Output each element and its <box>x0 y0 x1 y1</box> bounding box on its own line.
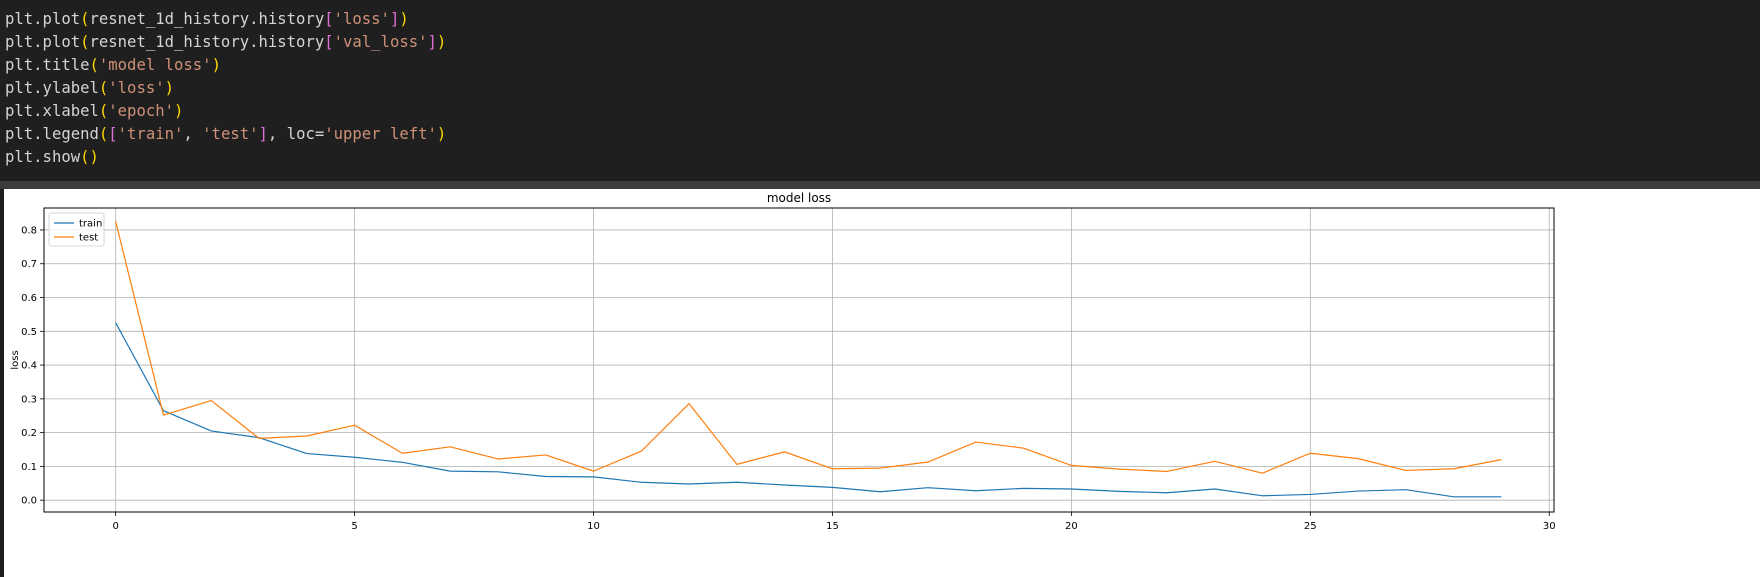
y-tick-label: 0.6 <box>21 293 37 304</box>
y-tick-label: 0.8 <box>21 225 37 236</box>
code-token: ) <box>174 102 183 120</box>
code-line[interactable]: plt.ylabel('loss') <box>5 77 446 100</box>
code-token: plt.xlabel <box>5 102 99 120</box>
code-token: ) <box>212 56 221 74</box>
code-token: ( <box>90 56 99 74</box>
code-token: ] <box>390 10 399 28</box>
code-token: ( <box>80 10 89 28</box>
y-tick-label: 0.5 <box>21 327 37 338</box>
code-token: 'loss' <box>334 10 390 28</box>
code-token: () <box>80 148 99 166</box>
y-axis-label: loss <box>10 350 21 369</box>
code-token: [ <box>108 125 117 143</box>
code-line[interactable]: plt.plot(resnet_1d_history.history['val_… <box>5 31 446 54</box>
y-tick-label: 0.4 <box>21 361 37 372</box>
code-token: ( <box>99 102 108 120</box>
code-token: plt.plot <box>5 33 80 51</box>
x-tick-label: 0 <box>112 521 118 532</box>
code-token: [ <box>324 33 333 51</box>
code-token: plt.legend <box>5 125 99 143</box>
code-token: 'test' <box>202 125 258 143</box>
series-line-train <box>116 323 1502 497</box>
code-token: ) <box>165 79 174 97</box>
code-token: 'val_loss' <box>334 33 428 51</box>
code-token: 'epoch' <box>108 102 174 120</box>
code-token: 'model loss' <box>99 56 212 74</box>
code-token: ) <box>437 125 446 143</box>
code-token: plt.title <box>5 56 90 74</box>
cell-divider <box>0 181 1760 189</box>
code-token: ) <box>437 33 446 51</box>
code-line[interactable]: plt.show() <box>5 146 446 169</box>
code-token: 'train' <box>118 125 184 143</box>
legend-label-train: train <box>79 219 102 230</box>
y-tick-label: 0.3 <box>21 394 37 405</box>
x-tick-label: 10 <box>587 521 600 532</box>
code-token: plt.plot <box>5 10 80 28</box>
code-token: ] <box>428 33 437 51</box>
y-tick-label: 0.0 <box>21 496 37 507</box>
code-token: ) <box>399 10 408 28</box>
x-tick-label: 5 <box>351 521 357 532</box>
code-token: resnet_1d_history.history <box>90 10 325 28</box>
legend-label-test: test <box>79 233 98 244</box>
loss-chart: 0 5 10 15 20 25 30 0.0 0.1 0.2 0.3 0.4 0.5 0.6 0.7 0.8 m… <box>4 189 1760 577</box>
code-token: , loc= <box>268 125 324 143</box>
y-tick-label: 0.1 <box>21 462 37 473</box>
code-editor[interactable]: plt.plot(resnet_1d_history.history['loss… <box>5 8 446 169</box>
code-cell[interactable]: plt.plot(resnet_1d_history.history['loss… <box>0 0 1760 181</box>
code-token: ( <box>99 125 108 143</box>
code-line[interactable]: plt.xlabel('epoch') <box>5 100 446 123</box>
code-token: , <box>183 125 202 143</box>
code-token: resnet_1d_history.history <box>90 33 325 51</box>
x-tick-label: 15 <box>826 521 839 532</box>
code-token: ] <box>259 125 268 143</box>
code-token: 'loss' <box>108 79 164 97</box>
code-line[interactable]: plt.plot(resnet_1d_history.history['loss… <box>5 8 446 31</box>
x-tick-label: 25 <box>1304 521 1317 532</box>
series-line-test <box>116 222 1502 474</box>
code-token: [ <box>324 10 333 28</box>
x-tick-label: 30 <box>1543 521 1556 532</box>
code-token: ( <box>99 79 108 97</box>
y-tick-label: 0.7 <box>21 259 37 270</box>
code-token: 'upper left' <box>324 125 437 143</box>
code-line[interactable]: plt.title('model loss') <box>5 54 446 77</box>
code-token: ( <box>80 33 89 51</box>
output-area: 0 5 10 15 20 25 30 0.0 0.1 0.2 0.3 0.4 0.5 0.6 0.7 0.8 m… <box>4 189 1760 577</box>
code-line[interactable]: plt.legend(['train', 'test'], loc='upper… <box>5 123 446 146</box>
chart-title: model loss <box>767 191 831 205</box>
x-tick-label: 20 <box>1065 521 1078 532</box>
code-token: plt.ylabel <box>5 79 99 97</box>
y-tick-label: 0.2 <box>21 428 37 439</box>
code-token: plt.show <box>5 148 80 166</box>
